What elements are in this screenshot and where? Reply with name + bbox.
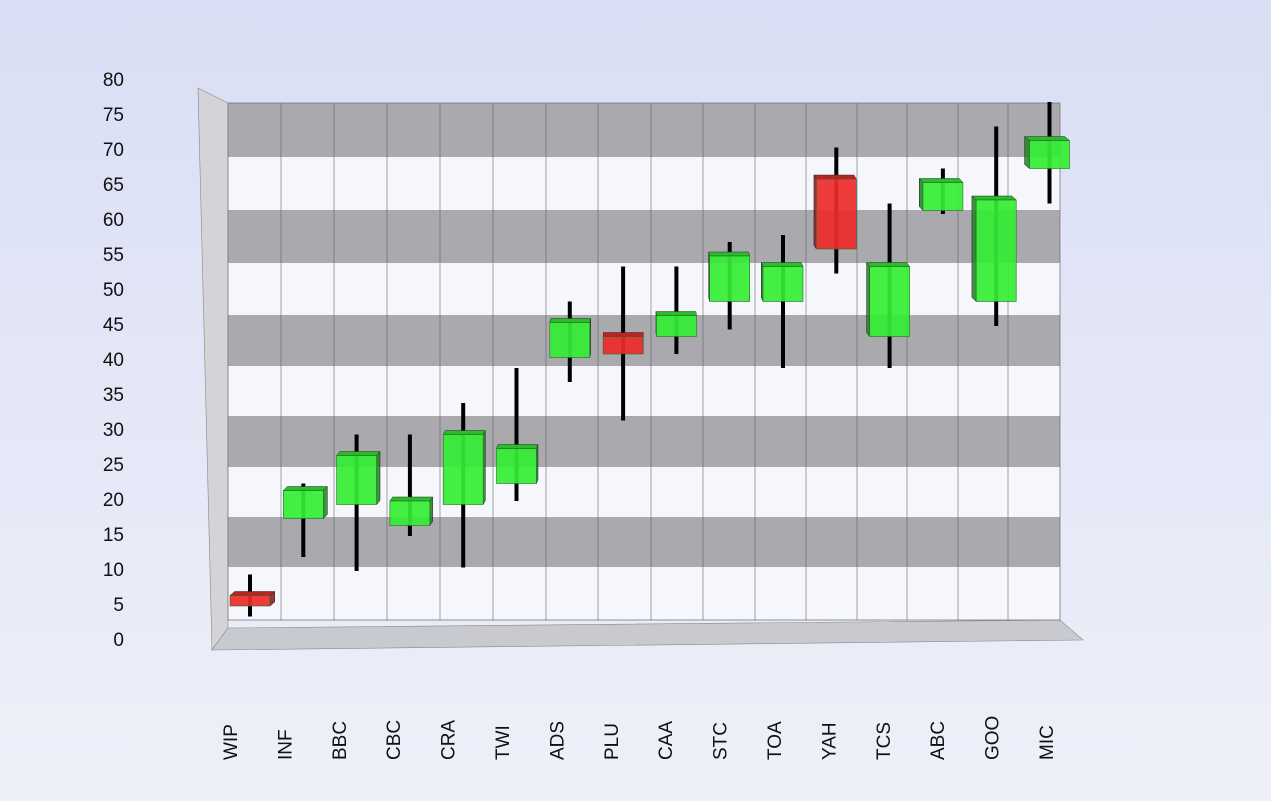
candle-body bbox=[709, 255, 751, 302]
x-tick-label: PLU bbox=[602, 723, 623, 760]
y-tick-label: 75 bbox=[103, 105, 124, 126]
x-tick-label: BBC bbox=[330, 721, 351, 760]
candle-body bbox=[815, 178, 857, 250]
body-top bbox=[813, 174, 857, 180]
x-tick-label: ABC bbox=[928, 721, 949, 760]
body-top bbox=[229, 591, 276, 596]
y-tick-label: 55 bbox=[103, 245, 124, 266]
candle-body bbox=[656, 315, 697, 337]
y-tick-label: 0 bbox=[113, 630, 124, 651]
body-top bbox=[708, 251, 751, 257]
candle-body bbox=[922, 182, 964, 211]
x-tick-label: CRA bbox=[439, 720, 460, 760]
x-tick-label: STC bbox=[711, 722, 732, 760]
body-side bbox=[323, 485, 328, 520]
x-tick-label: TWI bbox=[493, 725, 514, 760]
body-top bbox=[496, 444, 539, 449]
y-tick-label: 20 bbox=[103, 490, 124, 511]
candle-body bbox=[496, 448, 537, 484]
candle-body bbox=[442, 434, 484, 505]
body-top bbox=[760, 262, 804, 267]
body-top bbox=[1023, 136, 1071, 141]
candle-body bbox=[282, 490, 324, 519]
y-tick-label: 15 bbox=[103, 525, 124, 546]
body-side bbox=[482, 430, 486, 505]
body-side bbox=[376, 450, 381, 506]
body-top bbox=[282, 486, 328, 491]
y-tick-label: 35 bbox=[103, 385, 124, 406]
y-tick-label: 50 bbox=[103, 280, 124, 301]
candle-body bbox=[975, 199, 1017, 302]
candle-body bbox=[1029, 140, 1070, 169]
x-tick-label: INF bbox=[275, 729, 296, 760]
candle-body bbox=[549, 322, 591, 358]
candle-body bbox=[762, 266, 804, 302]
body-top bbox=[655, 311, 697, 316]
body-side bbox=[813, 174, 817, 250]
y-tick-label: 25 bbox=[103, 455, 124, 476]
y-tick-label: 10 bbox=[103, 560, 124, 581]
candle-body bbox=[336, 455, 377, 505]
body-side bbox=[866, 261, 870, 338]
body-side bbox=[429, 496, 433, 527]
x-tick-label: YAH bbox=[819, 722, 840, 760]
x-tick-label: CAA bbox=[656, 721, 677, 760]
y-tick-label: 40 bbox=[103, 350, 124, 371]
y-tick-label: 60 bbox=[103, 210, 124, 231]
candle-body bbox=[389, 500, 431, 526]
body-top bbox=[866, 262, 911, 267]
y-tick-label: 45 bbox=[103, 315, 124, 336]
candle-body bbox=[602, 336, 644, 355]
body-side bbox=[1024, 135, 1030, 170]
y-tick-label: 70 bbox=[103, 140, 124, 161]
body-top bbox=[442, 430, 486, 435]
body-top bbox=[389, 496, 434, 502]
x-tick-label: TOA bbox=[765, 721, 786, 760]
body-top bbox=[549, 318, 591, 323]
x-tick-label: TCS bbox=[874, 722, 895, 760]
y-tick-label: 5 bbox=[113, 595, 124, 616]
y-tick-label: 65 bbox=[103, 175, 124, 196]
x-tick-label: WIP bbox=[221, 724, 242, 760]
wall bbox=[197, 87, 1084, 651]
body-top bbox=[602, 332, 644, 337]
y-tick-label: 30 bbox=[103, 420, 124, 441]
x-tick-label: ADS bbox=[547, 721, 568, 760]
body-top bbox=[336, 451, 381, 456]
body-top bbox=[918, 178, 964, 183]
candle-body bbox=[869, 266, 910, 337]
y-tick-label: 80 bbox=[103, 70, 124, 91]
body-side bbox=[971, 195, 977, 303]
candle-body bbox=[229, 595, 271, 607]
body-top bbox=[971, 195, 1017, 201]
x-tick-label: CBC bbox=[384, 720, 405, 760]
x-tick-label: GOO bbox=[983, 716, 1004, 760]
x-tick-label: MIC bbox=[1037, 725, 1058, 760]
body-side bbox=[919, 177, 924, 212]
